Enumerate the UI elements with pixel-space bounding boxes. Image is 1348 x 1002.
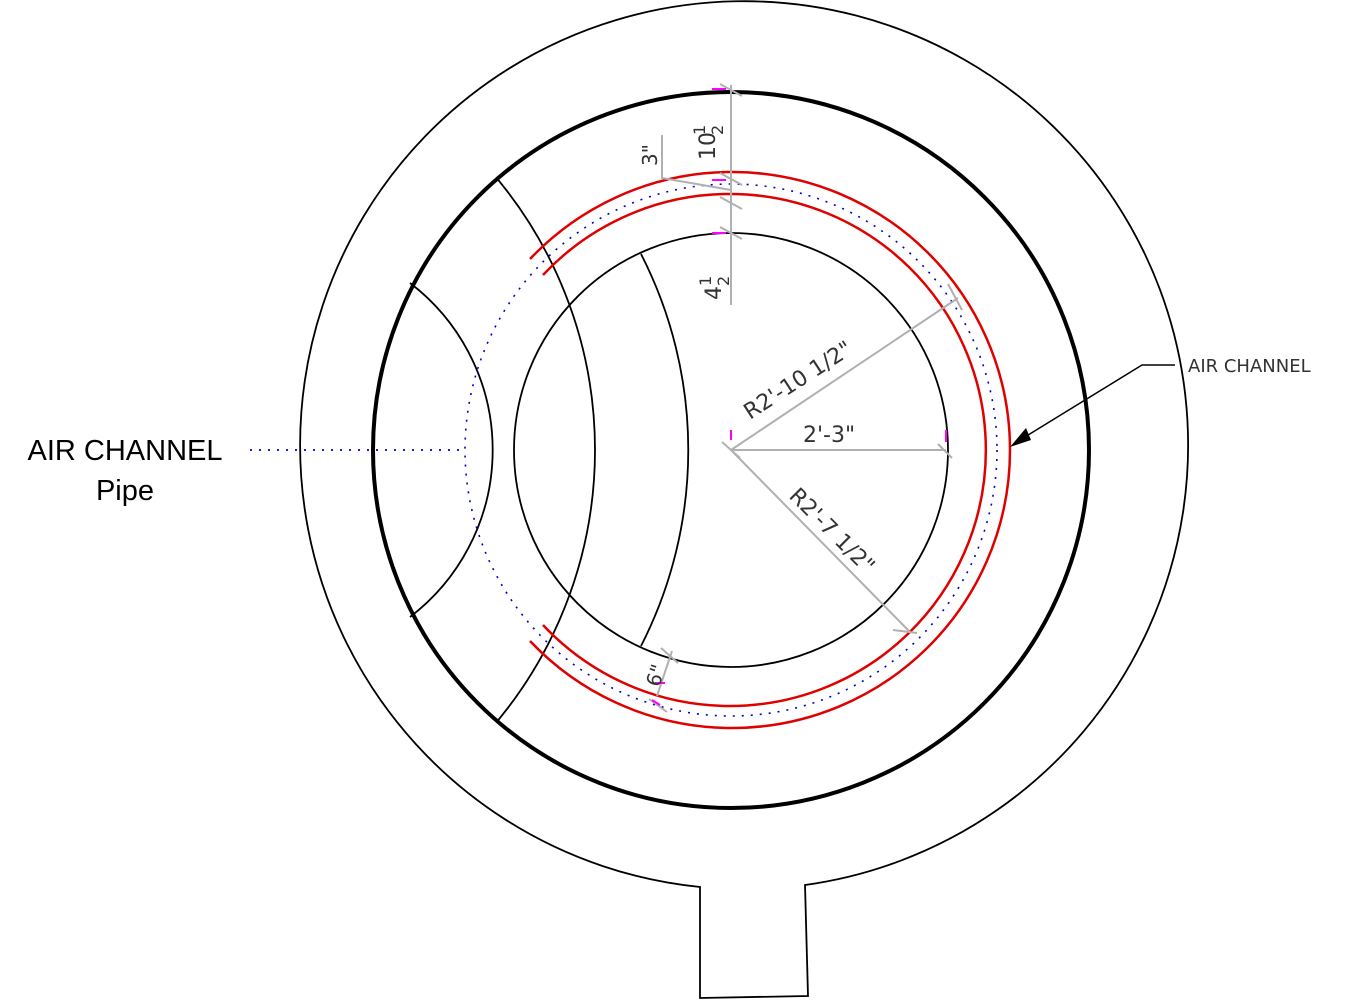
pit-curve [640, 253, 690, 647]
top-gap-dim: 10 [696, 132, 721, 160]
outer-radius-dim: R2'-10 1/2" [740, 337, 857, 425]
top-gap-num: 1 [690, 125, 709, 135]
inner-gap-num: 1 [696, 276, 715, 286]
left-inner-arc [409, 282, 494, 618]
bottom-offset-dim: 6" [641, 661, 671, 689]
dimension-lines [648, 83, 963, 713]
outer-wall-outline [299, 0, 1189, 999]
air-channel-inner-ring [542, 192, 988, 708]
inner-radius-dim: 2'-3" [803, 423, 855, 448]
ring-gap-dim: 3" [638, 144, 662, 166]
top-gap-den: 2 [708, 125, 727, 135]
channel-radius-dim: R2'-7 1/2" [784, 484, 879, 579]
air-channel-leader [1019, 364, 1175, 441]
pipe-label-line1: AIR CHANNEL [28, 435, 223, 467]
magenta-markers [651, 88, 947, 706]
inner-gap-den: 2 [714, 276, 733, 286]
left-outer-arc [373, 92, 596, 808]
inner-gap-dim: 4 [702, 286, 727, 300]
air-channel-arrowhead [1010, 428, 1031, 447]
air-channel-outer-ring [529, 170, 1012, 730]
pipe-label-line2: Pipe [96, 475, 154, 507]
air-channel-label: AIR CHANNEL [1188, 356, 1311, 377]
